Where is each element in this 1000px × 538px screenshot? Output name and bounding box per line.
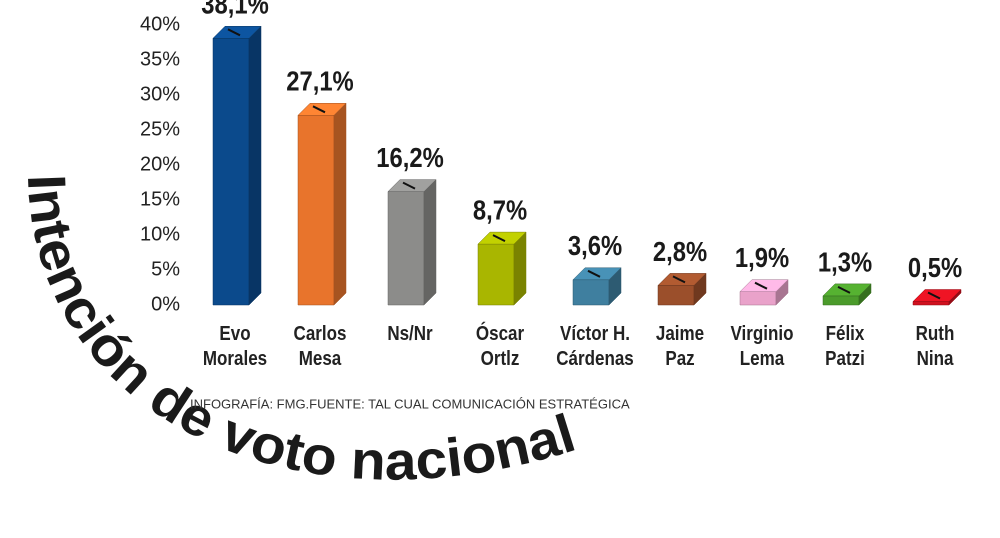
value-label: 3,6% <box>568 229 622 261</box>
y-tick-label: 40% <box>140 13 180 35</box>
y-tick-label: 5% <box>151 258 180 280</box>
ballot-slot <box>492 234 506 242</box>
value-label: 8,7% <box>473 194 527 226</box>
bar-top <box>657 273 707 286</box>
bar-top <box>297 103 347 116</box>
y-tick-label: 10% <box>140 223 180 245</box>
bar-side <box>248 25 262 306</box>
x-tick-label: Carlos Mesa <box>293 323 347 370</box>
x-tick-label: Evo Morales <box>202 323 268 370</box>
bar-front <box>822 295 860 306</box>
bar-top <box>387 179 437 192</box>
y-tick-label: 0% <box>151 293 180 315</box>
bar-top <box>912 289 962 302</box>
bar <box>912 288 962 306</box>
bar <box>212 25 262 306</box>
value-label: 1,3% <box>818 245 872 277</box>
x-tick-label: Jaime Paz <box>655 323 705 370</box>
y-tick-label: 20% <box>140 153 180 175</box>
value-label: 1,9% <box>735 241 789 273</box>
ballot-slot <box>754 281 768 290</box>
bar-top <box>822 283 872 297</box>
bar-front <box>477 243 515 306</box>
y-tick-label: 30% <box>140 83 180 105</box>
source: INFOGRAFÍA: FMG.FUENTE: TAL CUAL COMUNIC… <box>190 396 630 411</box>
value-label: 0,5% <box>908 251 962 283</box>
bar <box>657 272 707 306</box>
bar-front <box>387 191 425 306</box>
ballot-slot <box>837 286 851 294</box>
bar <box>822 283 872 306</box>
value-label: 2,8% <box>653 235 707 267</box>
bar-top <box>572 267 622 281</box>
bar <box>387 178 437 306</box>
ballot-slot <box>587 269 601 278</box>
value-label: 38,1% <box>201 0 268 20</box>
ballot-slot <box>672 275 686 284</box>
bar-top <box>739 279 789 292</box>
bar-front <box>572 279 610 306</box>
x-tick-label: Ruth Nina <box>915 323 955 370</box>
ballot-slot <box>927 291 941 300</box>
bar <box>739 279 789 306</box>
bar-top <box>477 231 527 245</box>
ballot-slot <box>227 28 241 37</box>
bar <box>297 102 347 306</box>
bar-front <box>297 115 335 306</box>
y-tick-label: 35% <box>140 48 180 70</box>
x-tick-label: Víctor H. Cárdenas <box>556 323 634 370</box>
bar-side <box>333 102 347 306</box>
bar-front <box>912 301 950 306</box>
y-tick-label: 15% <box>140 188 180 210</box>
x-tick-label: Óscar Ortlz <box>475 323 525 370</box>
bar-front <box>739 291 777 306</box>
bar-front <box>657 285 695 306</box>
bar-top <box>212 26 262 39</box>
bar-side <box>423 178 437 306</box>
bar-side <box>513 231 527 306</box>
y-tick-label: 25% <box>140 118 180 140</box>
value-label: 27,1% <box>286 65 353 97</box>
x-tick-label: Ns/Nr <box>387 323 433 345</box>
ballot-slot <box>312 105 326 114</box>
bar <box>477 231 527 306</box>
bar <box>572 267 622 306</box>
x-tick-label: Virginio Lema <box>730 323 794 370</box>
bar-front <box>212 38 250 306</box>
ballot-slot <box>402 181 416 190</box>
x-tick-label: Félix Patzi <box>825 323 865 370</box>
value-label: 16,2% <box>376 141 443 173</box>
